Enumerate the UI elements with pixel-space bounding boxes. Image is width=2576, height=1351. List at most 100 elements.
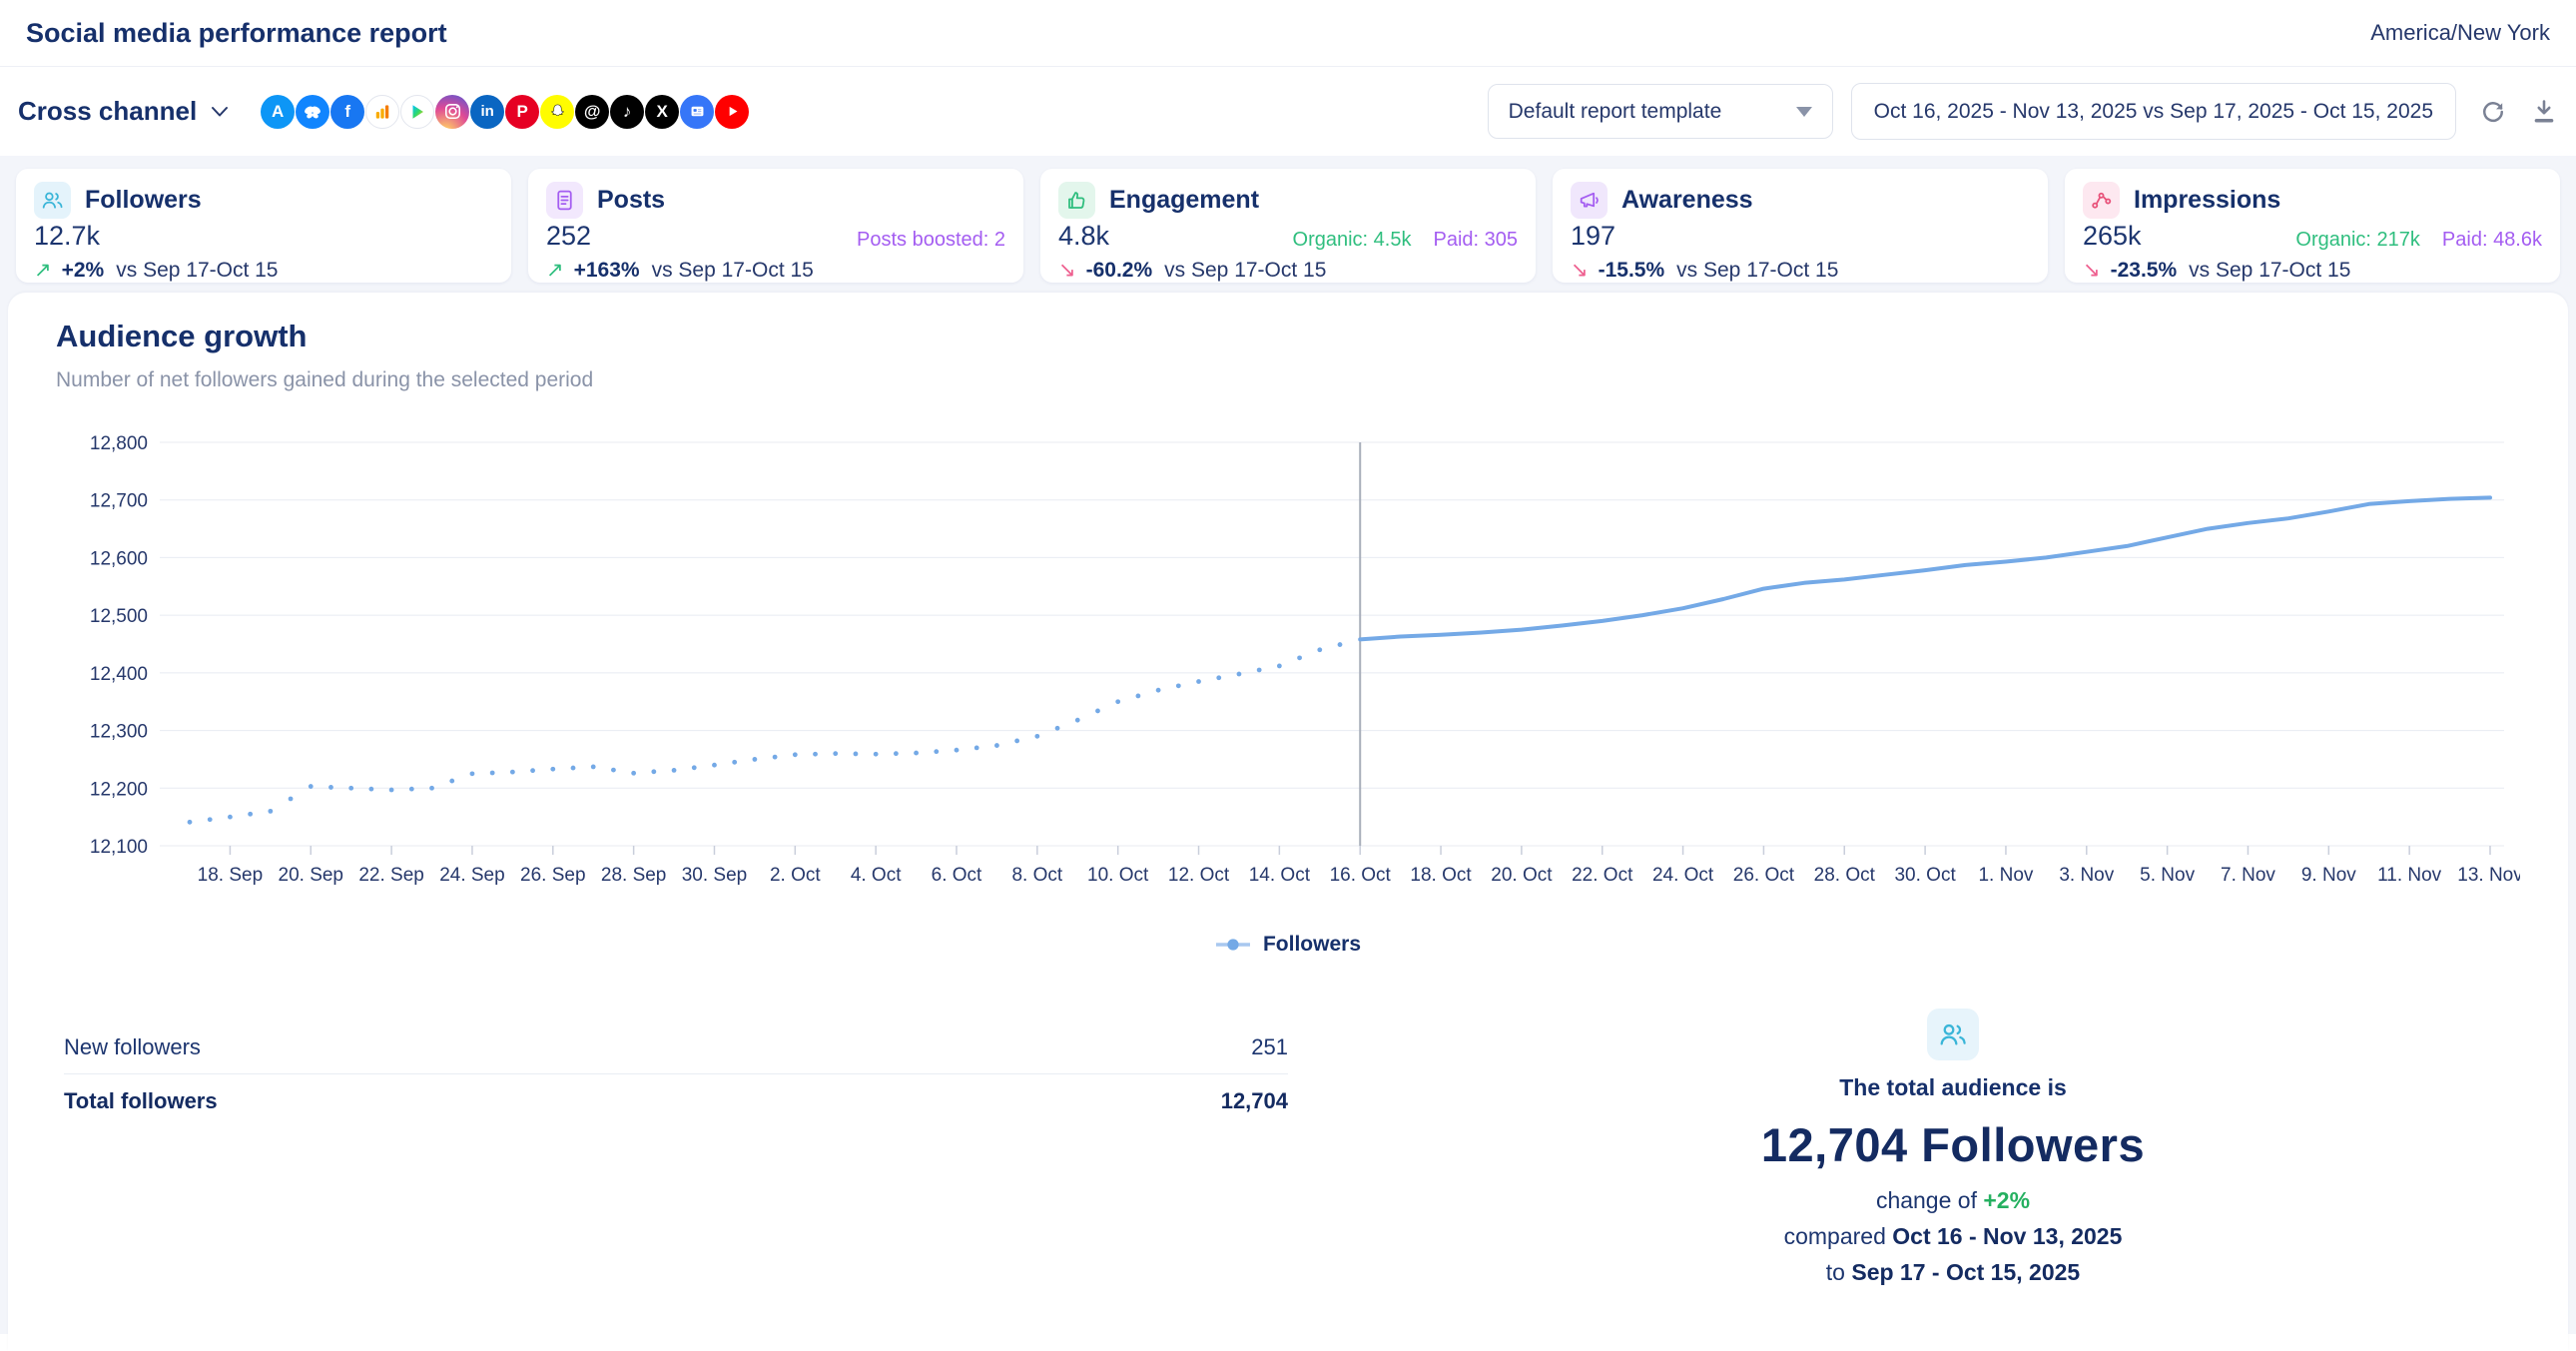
followers-dotted-point (449, 778, 455, 784)
audience-icon-badge (1927, 1009, 1979, 1060)
linkedin-icon[interactable]: in (470, 94, 505, 129)
kpi-value: 252 (546, 221, 592, 251)
followers-dotted-point (207, 817, 213, 823)
followers-dotted-point (1074, 717, 1080, 723)
report-template-select[interactable]: Default report template (1487, 84, 1833, 139)
followers-dotted-point (288, 796, 294, 802)
x-axis-label: 30. Oct (1894, 865, 1956, 886)
followers-dotted-point (1115, 699, 1121, 705)
chart-legend[interactable]: Followers (56, 933, 2520, 957)
app-store-icon[interactable]: A (261, 94, 296, 129)
trend-down-icon: ↘ (2083, 259, 2101, 282)
kpi-trend-value: -15.5% (1598, 258, 1665, 282)
table-row-new-followers: New followers 251 (64, 1020, 1288, 1074)
followers-dotted-point (752, 757, 758, 762)
followers-dotted-point (308, 784, 314, 789)
bluesky-icon[interactable] (296, 94, 330, 129)
x-axis-label: 3. Nov (2059, 865, 2114, 886)
google-play-icon[interactable] (400, 94, 435, 129)
followers-dotted-point (590, 764, 596, 770)
followers-dotted-point (368, 786, 374, 792)
followers-dotted-point (1034, 733, 1040, 739)
followers-dotted-point (833, 751, 839, 757)
followers-dotted-point (732, 759, 738, 765)
x-axis-label: 4. Oct (851, 865, 902, 886)
followers-dotted-point (893, 751, 899, 757)
x-axis-label: 20. Oct (1491, 865, 1553, 886)
followers-icon (34, 182, 71, 219)
x-axis-label: 18. Sep (198, 865, 264, 886)
followers-table: New followers 251 Total followers 12,704 (64, 1020, 1288, 1127)
threads-icon[interactable]: @ (575, 94, 610, 129)
pinterest-icon[interactable]: P (505, 94, 540, 129)
y-axis-label: 12,600 (90, 548, 148, 569)
x-axis-label: 16. Oct (1330, 865, 1392, 886)
trend-up-icon: ↗ (34, 259, 52, 282)
followers-line (1358, 495, 2492, 642)
followers-dotted-point (973, 745, 979, 751)
download-button[interactable] (2530, 98, 2558, 126)
impressions-icon (2083, 182, 2120, 219)
x-axis-label: 5. Nov (2140, 865, 2195, 886)
followers-dotted-point (489, 770, 495, 776)
x-axis-label: 22. Oct (1572, 865, 1633, 886)
audience-growth-chart: 12,100 12,200 12,300 12,400 12,500 12,600 12,7… (56, 422, 2523, 927)
x-axis-label: 20. Sep (279, 865, 344, 886)
instagram-icon[interactable] (435, 94, 470, 129)
trend-up-icon: ↗ (546, 259, 564, 282)
date-range-value: Oct 16, 2025 - Nov 13, 2025 vs Sep 17, 2… (1873, 99, 2433, 123)
engagement-icon (1058, 182, 1095, 219)
followers-dotted-point (187, 819, 193, 825)
followers-dotted-point (1155, 687, 1161, 693)
kpi-value: 12.7k (34, 221, 101, 251)
summary-compared-line: compared Oct 16 - Nov 13, 2025 (1783, 1223, 2123, 1249)
kpi-note: Organic: 217k (2295, 229, 2420, 251)
kpi-card-engagement: Engagement 4.8k Organic: 4.5k Paid: 305 ↘ -60… (1040, 169, 1536, 283)
x-axis-label: 6. Oct (932, 865, 982, 886)
refresh-button[interactable] (2478, 97, 2508, 127)
x-axis-label: 26. Oct (1733, 865, 1795, 886)
kpi-trend-period: vs Sep 17-Oct 15 (1676, 258, 1839, 282)
summary-current-range: Oct 16 - Nov 13, 2025 (1892, 1223, 2123, 1249)
followers-dotted-point (509, 769, 515, 775)
y-axis-label: 12,300 (90, 722, 148, 743)
date-range-picker[interactable]: Oct 16, 2025 - Nov 13, 2025 vs Sep 17, 2… (1850, 83, 2456, 140)
report-panel: Audience growth Number of net followers … (8, 293, 2568, 1351)
x-icon[interactable]: X (645, 94, 680, 129)
followers-dotted-point (994, 743, 999, 748)
followers-dotted-point (469, 771, 475, 777)
google-business-icon[interactable] (680, 94, 715, 129)
app-store-glyph: A (272, 101, 285, 121)
y-axis-label: 12,100 (90, 837, 148, 858)
followers-dotted-point (1095, 708, 1100, 714)
followers-dotted-point (1196, 679, 1201, 684)
followers-dotted-point (348, 785, 354, 791)
timezone-label: America/New York (2370, 20, 2550, 45)
followers-dotted-point (671, 767, 677, 773)
followers-dotted-point (954, 747, 960, 753)
kpi-value: 265k (2083, 221, 2142, 251)
caret-down-icon (1795, 106, 1812, 117)
followers-dotted-point (268, 808, 274, 814)
followers-dotted-point (631, 770, 637, 776)
report-template-value: Default report template (1508, 99, 1722, 123)
youtube-icon[interactable] (715, 94, 750, 129)
x-axis-label: 24. Oct (1652, 865, 1714, 886)
tiktok-icon[interactable]: ♪ (610, 94, 645, 129)
y-axis-label: 12,700 (90, 491, 148, 512)
followers-icon (1940, 1023, 1966, 1045)
snapchat-icon[interactable] (540, 94, 575, 129)
google-analytics-icon[interactable] (365, 94, 400, 129)
kpi-trend-value: -23.5% (2110, 258, 2178, 282)
line-chart-canvas: 12,100 12,200 12,300 12,400 12,500 12,600 12,7… (90, 433, 2523, 886)
followers-dotted-point (1175, 683, 1181, 689)
kpi-card-posts: Posts 252 Posts boosted: 2 ↗ +163% vs Sep 17-… (528, 169, 1023, 283)
summary-headline: 12,704 Followers (1760, 1118, 2146, 1171)
x-axis-label: 28. Oct (1814, 865, 1876, 886)
channel-selector[interactable]: Cross channel (18, 96, 229, 127)
facebook-icon[interactable]: f (330, 94, 365, 129)
summary-intro: The total audience is (1839, 1074, 2067, 1100)
table-row-value: 251 (1251, 1033, 1288, 1059)
table-row-value: 12,704 (1220, 1087, 1288, 1113)
